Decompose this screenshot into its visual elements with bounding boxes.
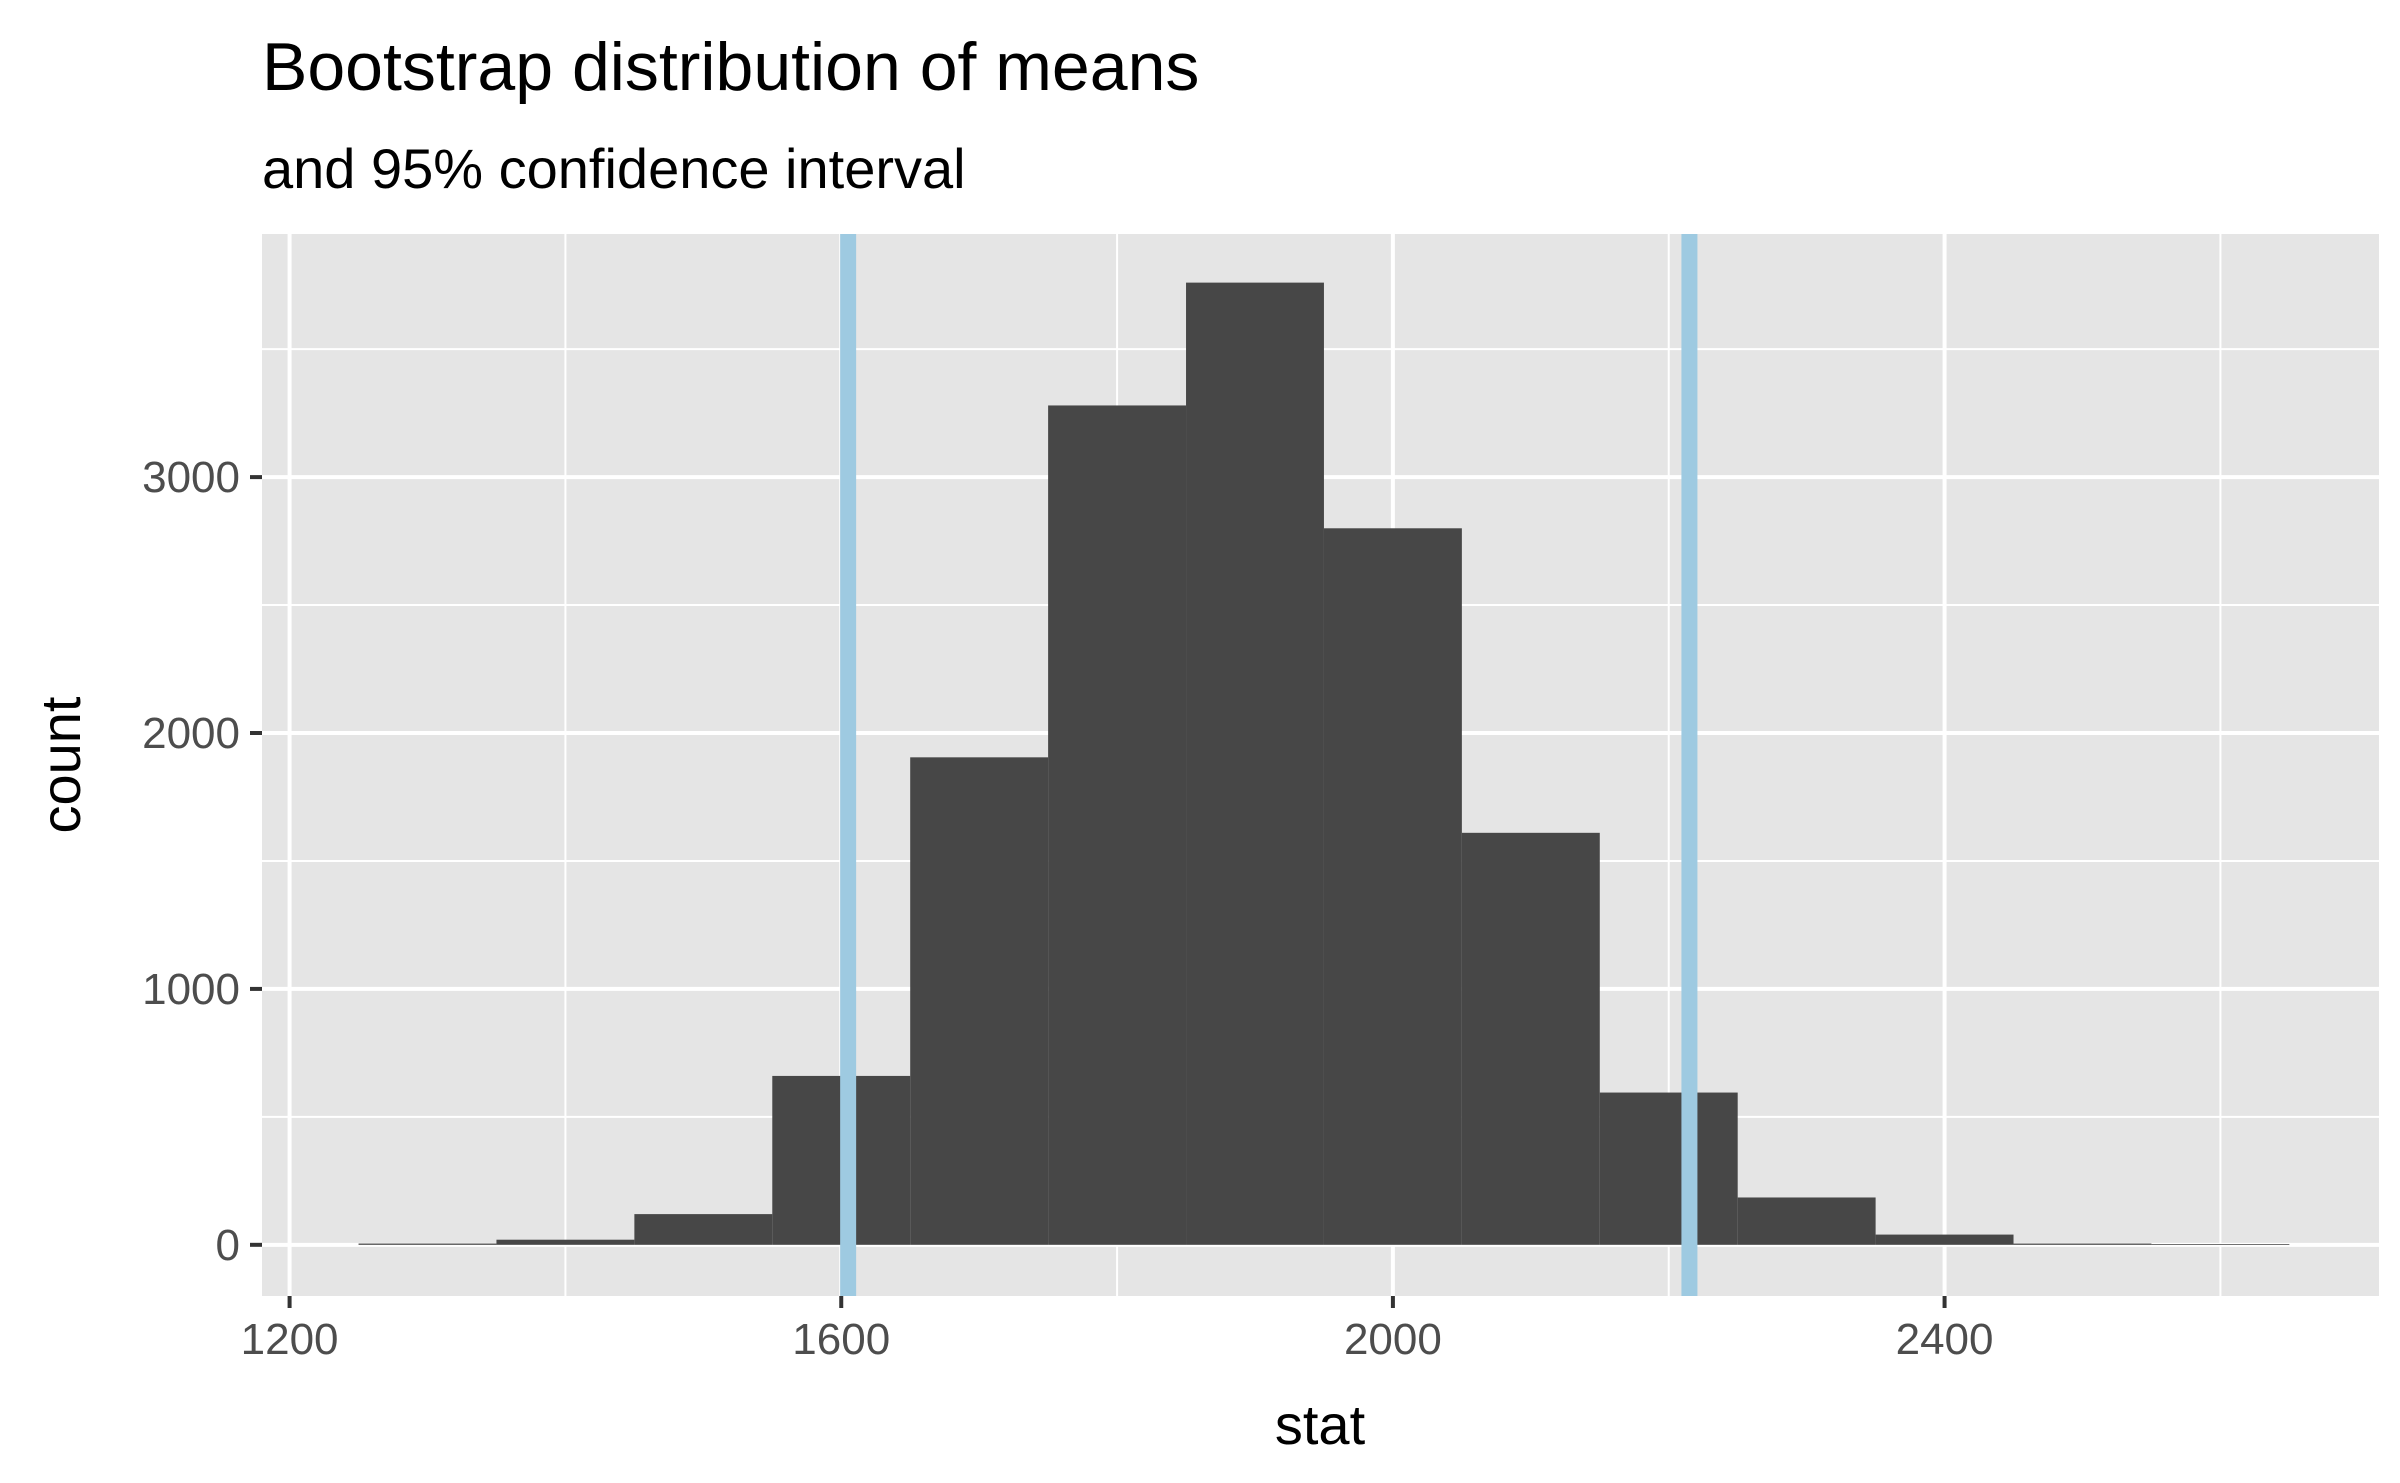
histogram-bar <box>1875 1234 2014 1245</box>
histogram-bar <box>1599 1092 1738 1245</box>
x-tick-label: 2400 <box>1896 1315 1994 1364</box>
histogram-bar <box>1461 832 1600 1245</box>
x-axis: 1200 1600 2000 2400 <box>241 1296 1994 1364</box>
chart-subtitle: and 95% confidence interval <box>262 137 966 200</box>
ci-lower-line <box>840 234 857 1296</box>
histogram-bar <box>1186 282 1324 1245</box>
y-tick-label: 2000 <box>142 709 240 758</box>
histogram-bar <box>496 1239 635 1245</box>
y-axis: 0 1000 2000 3000 <box>142 453 262 1270</box>
histogram-bar <box>1048 405 1187 1245</box>
histogram-bar <box>1737 1197 1876 1245</box>
confidence-interval-lines <box>840 234 1698 1296</box>
histogram-bar <box>1323 528 1462 1245</box>
ci-upper-line <box>1681 234 1698 1296</box>
x-axis-title: stat <box>1275 1393 1366 1456</box>
chart-title: Bootstrap distribution of means <box>262 29 1199 105</box>
y-tick-label: 3000 <box>142 453 240 502</box>
x-tick-label: 1600 <box>792 1315 890 1364</box>
histogram-bar <box>2013 1243 2152 1245</box>
histogram-bar <box>2151 1244 2290 1245</box>
histogram-bar <box>358 1243 497 1245</box>
histogram-bar <box>634 1214 773 1245</box>
x-tick-label: 2000 <box>1344 1315 1442 1364</box>
y-tick-label: 0 <box>216 1221 240 1270</box>
y-tick-label: 1000 <box>142 965 240 1014</box>
histogram-bar <box>910 757 1049 1245</box>
y-axis-title: count <box>29 696 92 833</box>
x-tick-label: 1200 <box>241 1315 339 1364</box>
